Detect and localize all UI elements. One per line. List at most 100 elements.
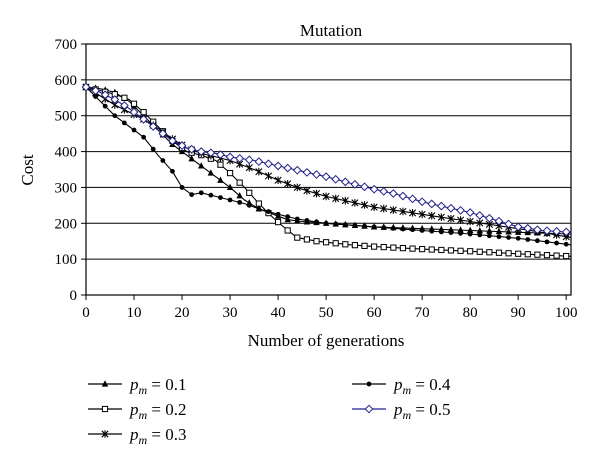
x-tick-label: 80 bbox=[463, 305, 478, 321]
data-point bbox=[207, 169, 215, 176]
data-point bbox=[381, 225, 387, 230]
data-point bbox=[168, 136, 177, 146]
y-tick-label: 400 bbox=[55, 145, 78, 161]
data-point bbox=[446, 203, 456, 213]
data-point bbox=[419, 228, 425, 233]
data-point bbox=[476, 248, 483, 255]
data-point bbox=[139, 114, 149, 124]
data-point bbox=[273, 161, 283, 171]
axis-ticks: 0 100 200 300 400 500 600 700 0 10 20 30 40 50 60 70 80 9… bbox=[55, 37, 578, 321]
legend-marker bbox=[101, 430, 109, 438]
legend-symbol: p bbox=[393, 400, 403, 419]
legend-subscript: m bbox=[403, 383, 412, 397]
data-point bbox=[226, 183, 234, 191]
y-tick-label: 100 bbox=[55, 252, 78, 268]
data-point bbox=[303, 186, 311, 195]
data-point bbox=[476, 219, 484, 227]
data-point bbox=[352, 223, 358, 228]
data-point bbox=[370, 203, 378, 211]
y-tick-label: 700 bbox=[55, 37, 78, 53]
legend-label: pm = 0.4 bbox=[393, 375, 451, 397]
data-point bbox=[110, 95, 120, 104]
data-point bbox=[246, 189, 253, 196]
x-tick-label: 100 bbox=[555, 305, 578, 321]
data-point bbox=[398, 191, 408, 201]
data-point bbox=[476, 227, 483, 234]
data-point bbox=[456, 216, 465, 224]
data-point bbox=[504, 219, 513, 229]
data-point bbox=[304, 218, 310, 223]
data-point bbox=[187, 144, 197, 154]
data-point bbox=[274, 218, 282, 226]
data-point bbox=[284, 227, 291, 234]
legend-value: = 0.3 bbox=[147, 425, 186, 444]
data-point bbox=[225, 152, 235, 162]
data-point bbox=[486, 249, 493, 256]
data-point bbox=[447, 247, 455, 254]
legend-label: pm = 0.3 bbox=[129, 425, 187, 447]
data-point bbox=[244, 155, 254, 165]
data-point bbox=[254, 157, 264, 167]
data-point bbox=[447, 214, 455, 223]
data-point bbox=[216, 150, 225, 159]
data-point bbox=[321, 172, 331, 182]
data-point bbox=[198, 162, 205, 169]
y-tick-label: 0 bbox=[70, 288, 78, 304]
data-point bbox=[294, 234, 301, 241]
series-line bbox=[85, 86, 572, 239]
data-point bbox=[206, 148, 216, 158]
data-point bbox=[351, 242, 359, 249]
legend-subscript: m bbox=[403, 408, 412, 422]
data-point bbox=[102, 103, 108, 109]
data-point bbox=[93, 94, 99, 99]
data-point bbox=[331, 174, 341, 184]
data-point bbox=[122, 120, 127, 126]
data-point bbox=[351, 199, 359, 207]
data-point bbox=[303, 236, 310, 243]
data-point bbox=[148, 122, 158, 131]
x-axis-title: Number of generations bbox=[248, 331, 405, 350]
data-point bbox=[256, 206, 262, 212]
data-point bbox=[389, 206, 397, 214]
legend-value: = 0.2 bbox=[147, 400, 186, 419]
y-tick-label: 200 bbox=[55, 216, 78, 232]
data-point bbox=[333, 221, 339, 227]
data-point bbox=[390, 244, 397, 251]
legend-label: pm = 0.5 bbox=[393, 400, 451, 422]
legend-value: = 0.4 bbox=[411, 375, 451, 394]
data-point bbox=[140, 109, 147, 116]
legend-marker bbox=[366, 381, 372, 387]
data-point bbox=[312, 170, 321, 179]
data-point bbox=[302, 167, 312, 177]
data-point bbox=[466, 217, 474, 226]
data-point bbox=[196, 147, 206, 156]
data-point bbox=[379, 186, 389, 196]
data-point bbox=[380, 204, 388, 213]
legend-item-2: pm = 0.2 bbox=[88, 400, 187, 422]
data-point bbox=[218, 195, 223, 200]
data-point bbox=[418, 210, 426, 219]
data-point bbox=[350, 179, 360, 189]
data-point bbox=[524, 251, 531, 258]
data-point bbox=[484, 213, 494, 223]
data-point bbox=[505, 250, 512, 257]
data-point bbox=[494, 216, 504, 226]
data-point bbox=[486, 227, 493, 234]
legend-item-1: pm = 0.1 bbox=[88, 375, 187, 397]
data-point bbox=[399, 207, 407, 216]
data-point bbox=[361, 242, 368, 249]
data-point bbox=[428, 211, 436, 220]
x-tick-label: 20 bbox=[175, 305, 190, 321]
data-point bbox=[235, 153, 245, 163]
data-point bbox=[543, 252, 551, 259]
legend: pm = 0.1pm = 0.2pm = 0.3pm = 0.4pm = 0.5 bbox=[88, 375, 451, 447]
series-3 bbox=[82, 83, 572, 241]
legend-symbol: p bbox=[129, 400, 139, 419]
data-point bbox=[158, 129, 168, 139]
y-tick-label: 600 bbox=[55, 73, 78, 89]
data-point bbox=[515, 235, 521, 241]
data-point bbox=[515, 250, 522, 257]
data-point bbox=[475, 210, 485, 220]
legend-symbol: p bbox=[129, 425, 139, 444]
